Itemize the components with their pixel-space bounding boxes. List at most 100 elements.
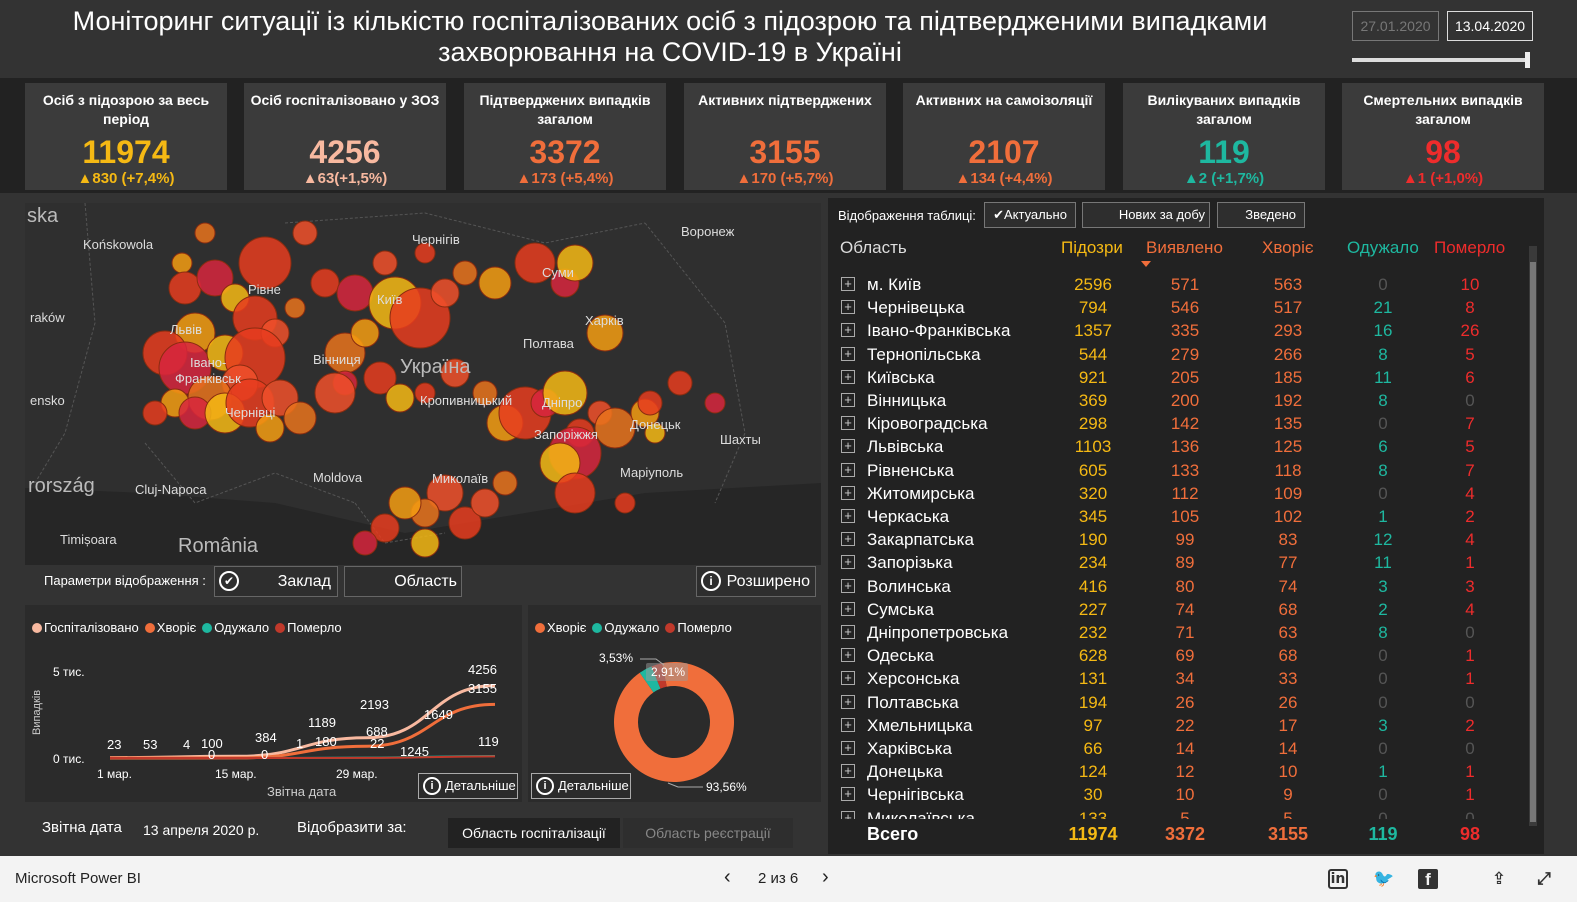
column-header-detected[interactable]: Виявлено: [1146, 238, 1223, 257]
hospital-marker[interactable]: [478, 266, 512, 300]
hospital-marker[interactable]: [414, 382, 436, 404]
hospital-marker[interactable]: [171, 252, 193, 274]
hospital-marker[interactable]: [554, 472, 596, 514]
hospital-marker[interactable]: [372, 250, 398, 276]
table-row[interactable]: + м. Київ 2596 571 563 0 10: [835, 273, 1515, 296]
table-row[interactable]: + Тернопільська 544 279 266 8 5: [835, 343, 1515, 366]
table-new-button[interactable]: Нових за добу: [1082, 202, 1210, 228]
table-row[interactable]: + Кіровоградська 298 142 135 0 7: [835, 412, 1515, 435]
map-extended-button[interactable]: i Розширено: [696, 566, 816, 597]
powerbi-brand[interactable]: Microsoft Power BI: [15, 870, 141, 887]
table-row[interactable]: + Рівненська 605 133 118 8 7: [835, 459, 1515, 482]
expand-row-icon[interactable]: +: [841, 509, 855, 523]
hospital-marker[interactable]: [314, 372, 356, 414]
segment-hospitalization-region[interactable]: Область госпіталізації: [448, 818, 620, 848]
expand-row-icon[interactable]: +: [841, 485, 855, 500]
expand-row-icon[interactable]: +: [841, 578, 855, 593]
table-row[interactable]: + Миколаївська 133 5 5 0 0: [835, 807, 1515, 819]
table-row[interactable]: + Вінницька 369 200 192 8 0: [835, 389, 1515, 412]
hospital-marker[interactable]: [470, 488, 500, 518]
hospital-marker[interactable]: [667, 370, 693, 396]
table-row[interactable]: + Запорізька 234 89 77 11 1: [835, 551, 1515, 574]
table-row[interactable]: + Житомирська 320 112 109 0 4: [835, 482, 1515, 505]
expand-row-icon[interactable]: +: [841, 810, 855, 819]
prev-page-icon[interactable]: ‹: [724, 866, 731, 888]
map-region-button[interactable]: Область: [344, 566, 462, 597]
line-detail-button[interactable]: i Детальніше: [418, 773, 518, 799]
table-row[interactable]: + Дніпропетровська 232 71 63 8 0: [835, 621, 1515, 644]
hospital-marker[interactable]: [556, 244, 594, 282]
table-row[interactable]: + Волинська 416 80 74 3 3: [835, 575, 1515, 598]
table-row[interactable]: + Хмельницька 97 22 17 3 2: [835, 714, 1515, 737]
expand-row-icon[interactable]: +: [841, 532, 855, 547]
expand-row-icon[interactable]: +: [841, 439, 855, 454]
hospital-marker[interactable]: [614, 492, 636, 514]
hospital-marker[interactable]: [142, 400, 168, 426]
expand-row-icon[interactable]: +: [841, 300, 855, 315]
table-row[interactable]: + Полтавська 194 26 26 0 0: [835, 691, 1515, 714]
column-header-suspected[interactable]: Підозри: [1061, 238, 1123, 257]
column-header-recovered[interactable]: Одужало: [1347, 238, 1419, 257]
hospital-marker[interactable]: [292, 220, 318, 246]
expand-row-icon[interactable]: +: [841, 462, 855, 477]
segment-registration-region[interactable]: Область реєстрації: [623, 818, 793, 848]
table-scroll-thumb[interactable]: [1530, 262, 1536, 822]
hospital-marker[interactable]: [385, 383, 415, 413]
table-row[interactable]: + Сумська 227 74 68 2 4: [835, 598, 1515, 621]
linkedin-icon[interactable]: in: [1328, 869, 1348, 889]
hospital-marker[interactable]: [196, 259, 234, 297]
hospital-marker[interactable]: [350, 318, 380, 348]
expand-row-icon[interactable]: +: [841, 648, 855, 663]
date-range-slider[interactable]: [1352, 58, 1530, 62]
date-slider-handle[interactable]: [1525, 52, 1530, 68]
table-summary-button[interactable]: Зведено: [1217, 202, 1305, 228]
table-row[interactable]: + Київська 921 205 185 11 6: [835, 366, 1515, 389]
hospital-marker[interactable]: [410, 528, 440, 558]
expand-row-icon[interactable]: +: [841, 555, 855, 570]
table-row[interactable]: + Львівська 1103 136 125 6 5: [835, 435, 1515, 458]
map-markers-button[interactable]: ✔ Заклад: [214, 566, 338, 597]
donut-detail-button[interactable]: i Детальніше: [531, 773, 631, 799]
hospital-marker[interactable]: [492, 470, 518, 496]
hospital-marker[interactable]: [644, 422, 666, 444]
hospital-marker[interactable]: [168, 271, 202, 305]
table-row[interactable]: + Донецька 124 12 10 1 1: [835, 760, 1515, 783]
hospital-marker[interactable]: [704, 392, 726, 414]
expand-row-icon[interactable]: +: [841, 346, 855, 361]
expand-row-icon[interactable]: +: [841, 277, 855, 291]
hospital-marker[interactable]: [283, 401, 317, 435]
expand-row-icon[interactable]: +: [841, 393, 855, 407]
expand-row-icon[interactable]: +: [841, 671, 855, 686]
column-header-deaths[interactable]: Померло: [1434, 238, 1506, 257]
expand-row-icon[interactable]: +: [841, 787, 855, 802]
column-header-region[interactable]: Область: [840, 238, 907, 257]
expand-icon[interactable]: ⤢: [1537, 869, 1551, 888]
expand-row-icon[interactable]: +: [841, 764, 855, 779]
map-panel[interactable]: [25, 203, 821, 598]
next-page-icon[interactable]: ›: [822, 866, 829, 888]
hospital-marker[interactable]: [448, 506, 482, 540]
hospital-marker[interactable]: [542, 370, 588, 416]
hospital-marker[interactable]: [440, 358, 470, 388]
expand-row-icon[interactable]: +: [841, 717, 855, 732]
hospital-marker[interactable]: [352, 530, 378, 556]
hospital-marker[interactable]: [426, 474, 464, 512]
column-header-sick[interactable]: Хворіє: [1262, 238, 1314, 257]
hospital-marker[interactable]: [637, 390, 663, 416]
hospital-marker[interactable]: [414, 242, 436, 264]
table-row[interactable]: + Закарпатська 190 99 83 12 4: [835, 528, 1515, 551]
twitter-icon[interactable]: 🐦: [1373, 869, 1395, 888]
table-row[interactable]: + Чернівецька 794 546 517 21 8: [835, 296, 1515, 319]
table-row[interactable]: + Харківська 66 14 14 0 0: [835, 737, 1515, 760]
table-row[interactable]: + Івано-Франківська 1357 335 293 16 26: [835, 319, 1515, 342]
date-end-field[interactable]: 13.04.2020: [1447, 11, 1533, 41]
expand-row-icon[interactable]: +: [841, 369, 855, 384]
hospital-marker[interactable]: [310, 268, 340, 298]
hospital-marker[interactable]: [586, 314, 624, 352]
map-canvas[interactable]: [25, 203, 821, 565]
expand-row-icon[interactable]: +: [841, 601, 855, 616]
expand-row-icon[interactable]: +: [841, 741, 855, 755]
hospital-marker[interactable]: [430, 278, 460, 308]
hospital-marker[interactable]: [238, 236, 292, 290]
hospital-marker[interactable]: [452, 260, 478, 286]
